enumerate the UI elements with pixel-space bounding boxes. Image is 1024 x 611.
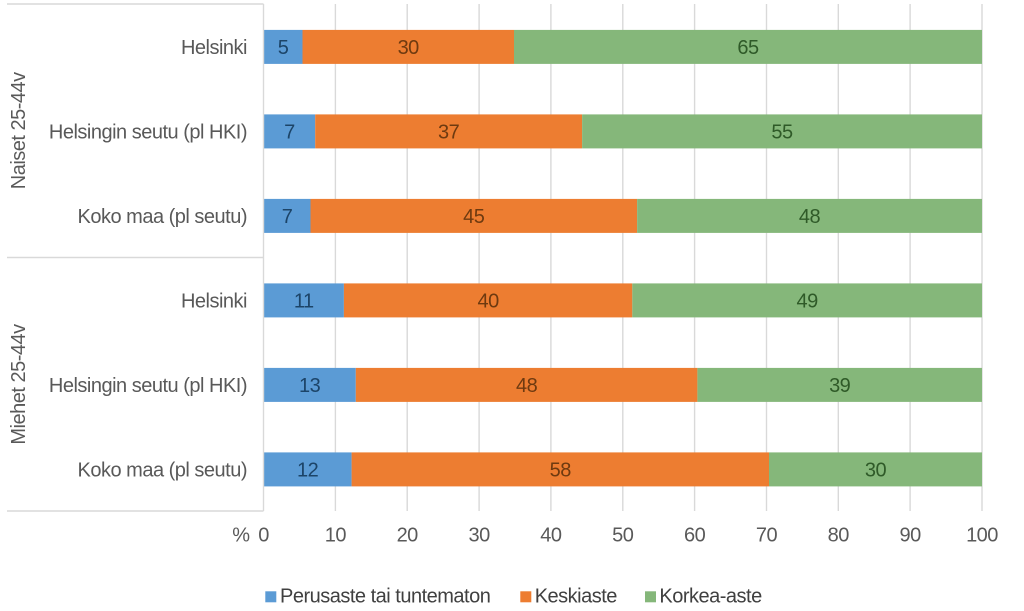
svg-text:58: 58: [550, 460, 572, 482]
svg-text:Helsingin seutu (pl HKI): Helsingin seutu (pl HKI): [49, 122, 247, 144]
svg-text:Korkea-aste: Korkea-aste: [659, 586, 762, 608]
svg-text:Koko maa (pl seutu): Koko maa (pl seutu): [78, 206, 247, 228]
svg-text:10: 10: [325, 525, 347, 547]
svg-text:Miehet 25-44v: Miehet 25-44v: [8, 324, 30, 445]
svg-text:Keskiaste: Keskiaste: [535, 586, 618, 608]
svg-text:40: 40: [540, 525, 562, 547]
svg-text:7: 7: [282, 206, 293, 228]
svg-text:55: 55: [771, 122, 793, 144]
svg-text:50: 50: [612, 525, 634, 547]
svg-text:48: 48: [799, 206, 821, 228]
svg-text:Helsingin seutu (pl HKI): Helsingin seutu (pl HKI): [49, 375, 247, 397]
svg-text:48: 48: [516, 375, 538, 397]
svg-text:12: 12: [297, 460, 319, 482]
svg-text:70: 70: [756, 525, 778, 547]
svg-text:49: 49: [796, 291, 818, 313]
svg-text:60: 60: [684, 525, 706, 547]
svg-text:37: 37: [438, 122, 460, 144]
svg-text:100: 100: [966, 525, 998, 547]
svg-text:7: 7: [284, 122, 295, 144]
svg-text:Perusaste tai tuntematon: Perusaste tai tuntematon: [280, 586, 490, 608]
svg-text:30: 30: [865, 460, 887, 482]
svg-text:Helsinki: Helsinki: [181, 291, 247, 313]
svg-text:11: 11: [294, 291, 314, 313]
svg-text:Helsinki: Helsinki: [181, 37, 247, 59]
svg-text:80: 80: [828, 525, 850, 547]
svg-text:90: 90: [899, 525, 921, 547]
svg-text:5: 5: [278, 37, 289, 59]
svg-text:40: 40: [477, 291, 499, 313]
svg-text:45: 45: [463, 206, 485, 228]
svg-text:20: 20: [397, 525, 419, 547]
svg-text:30: 30: [398, 37, 420, 59]
svg-text:39: 39: [829, 375, 851, 397]
svg-text:Naiset 25-44v: Naiset 25-44v: [8, 72, 30, 189]
svg-text:65: 65: [737, 37, 759, 59]
svg-text:Koko maa (pl seutu): Koko maa (pl seutu): [78, 460, 247, 482]
svg-text:%: %: [232, 525, 250, 547]
svg-text:13: 13: [299, 375, 321, 397]
svg-text:0: 0: [258, 525, 269, 547]
svg-text:30: 30: [468, 525, 490, 547]
